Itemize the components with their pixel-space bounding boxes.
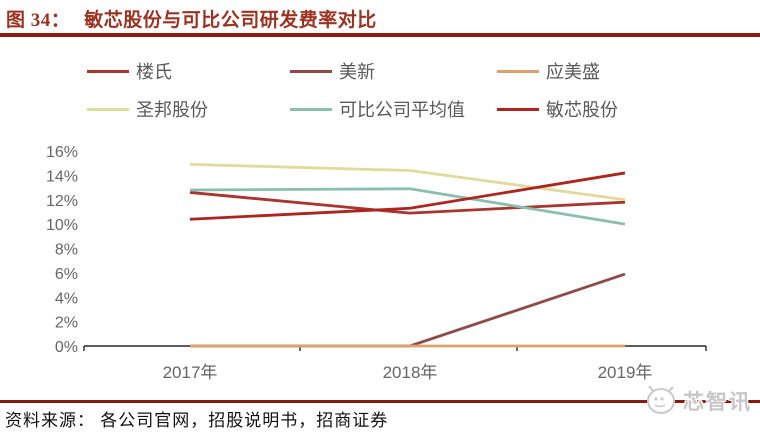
watermark-label: 芯智讯 [683, 390, 752, 414]
title-underline-rule [0, 33, 760, 37]
y-tick-label: 8% [55, 242, 78, 259]
legend-item: 应美盛 [497, 60, 600, 82]
figure-title-prefix: 图 34： [6, 10, 71, 31]
x-tick-label: 2019年 [598, 363, 653, 382]
legend-label: 敏芯股份 [546, 100, 618, 120]
legend-swatch [87, 107, 129, 111]
watermark-logo-icon [639, 376, 683, 425]
figure-title: 图 34： 敏芯股份与可比公司研发费率对比 [6, 5, 377, 32]
x-axis-labels: 2017年 2018年 2019年 [163, 363, 653, 382]
legend-label: 应美盛 [546, 62, 600, 82]
figure-title-text: 敏芯股份与可比公司研发费率对比 [84, 10, 377, 31]
series-line-0 [189, 191, 626, 215]
legend-label: 楼氏 [136, 62, 172, 82]
legend-item: 美新 [290, 60, 375, 82]
series-line-4 [189, 187, 626, 226]
legend-item: 楼氏 [87, 60, 172, 82]
chart-svg: 0% 2% 4% 6% 8% 10% 12% 14% 16% 2017年 2018年 2019年 [46, 144, 707, 382]
legend-swatch [290, 107, 332, 111]
x-tick-label: 2017年 [163, 363, 218, 382]
series-line-5 [189, 171, 626, 221]
legend-swatch [87, 69, 129, 73]
legend-label: 美新 [339, 62, 375, 82]
legend-label: 可比公司平均值 [339, 100, 465, 120]
y-tick-label: 12% [46, 193, 78, 210]
y-axis-labels: 0% 2% 4% 6% 8% 10% 12% 14% 16% [46, 144, 78, 356]
footer-rule [0, 400, 760, 403]
legend-item: 可比公司平均值 [290, 98, 465, 120]
y-tick-label: 2% [55, 315, 78, 332]
x-tick-label: 2018年 [383, 363, 438, 382]
series-line-3 [189, 163, 626, 202]
legend-item: 圣邦股份 [87, 98, 208, 120]
watermark: 芯智讯 [639, 376, 752, 425]
y-tick-label: 14% [46, 168, 78, 185]
y-tick-label: 4% [55, 290, 78, 307]
legend-swatch [497, 107, 539, 111]
legend-swatch [497, 69, 539, 73]
series-line-1 [190, 272, 626, 348]
y-tick-label: 6% [55, 266, 78, 283]
line-chart: 0% 2% 4% 6% 8% 10% 12% 14% 16% 2017年 2018年 2019年 [0, 135, 760, 385]
source-note: 资料来源： 各公司官网，招股说明书，招商证券 [5, 411, 389, 430]
y-tick-label: 10% [46, 217, 78, 234]
legend-item: 敏芯股份 [497, 98, 618, 120]
y-tick-label: 16% [46, 144, 78, 161]
legend-swatch [290, 69, 332, 73]
y-tick-label: 0% [55, 339, 78, 356]
legend-label: 圣邦股份 [136, 100, 208, 120]
